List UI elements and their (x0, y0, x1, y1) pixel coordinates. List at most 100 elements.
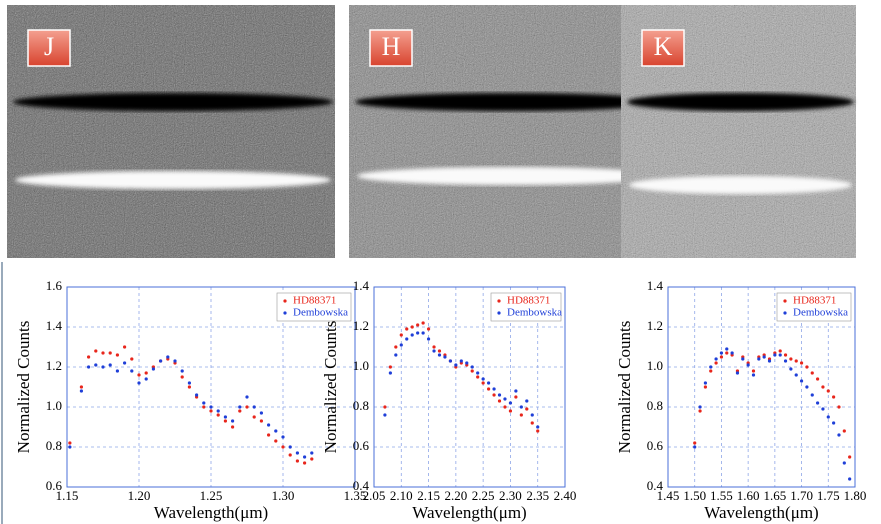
data-point (231, 419, 235, 423)
x-tick-label: 1.35 (344, 488, 367, 503)
x-tick-label: 2.25 (472, 488, 495, 503)
y-tick-label: 0.8 (46, 438, 62, 453)
y-tick-label: 0.4 (353, 478, 370, 493)
legend-label: HD88371 (293, 295, 336, 307)
data-point (166, 355, 170, 359)
negative-trace (355, 93, 665, 111)
data-point (295, 451, 299, 455)
data-point (87, 365, 91, 369)
data-point (252, 405, 256, 409)
band-label: J (44, 32, 54, 61)
data-point (832, 421, 836, 425)
data-point (144, 377, 148, 381)
data-point (783, 359, 788, 363)
legend-label: Dembowska (793, 307, 848, 319)
data-point (173, 359, 177, 363)
data-point (714, 361, 718, 365)
data-point (437, 349, 442, 353)
data-point (115, 369, 119, 373)
data-point (821, 407, 825, 411)
data-point (68, 441, 72, 445)
data-point (144, 371, 148, 375)
legend-marker (783, 299, 787, 303)
data-point (519, 405, 523, 409)
data-point (123, 361, 127, 365)
data-point (519, 413, 523, 417)
legend-label: HD88371 (507, 295, 550, 307)
x-tick-label: 1.50 (683, 488, 706, 503)
data-point (789, 357, 793, 361)
data-point (470, 365, 474, 369)
data-point (773, 353, 777, 357)
data-point (115, 353, 119, 357)
x-tick-label: 1.75 (817, 488, 840, 503)
data-point (799, 379, 804, 383)
data-point (476, 375, 480, 379)
data-point (514, 389, 518, 393)
legend-marker (783, 311, 787, 315)
data-point (767, 359, 772, 363)
x-tick-label: 1.25 (200, 488, 223, 503)
data-point (394, 353, 398, 357)
data-point (842, 461, 846, 465)
data-point (238, 405, 242, 409)
data-point (703, 385, 708, 389)
data-point (137, 373, 141, 377)
data-point (837, 405, 841, 409)
data-point (693, 441, 697, 445)
data-point (388, 365, 392, 369)
negative-trace (627, 93, 854, 111)
x-tick-label: 1.70 (790, 488, 813, 503)
positive-trace (15, 171, 331, 189)
y-axis-label: Normalized Counts (321, 321, 340, 454)
data-point (816, 401, 820, 405)
legend-marker (497, 311, 501, 315)
x-tick-label: 1.15 (56, 488, 79, 503)
data-point (180, 375, 184, 379)
data-point (416, 323, 420, 327)
data-point (746, 363, 750, 367)
data-point (778, 349, 782, 353)
data-point (274, 429, 278, 433)
y-tick-label: 0.6 (647, 438, 664, 453)
data-point (231, 425, 235, 429)
legend-box (490, 292, 562, 322)
y-tick-label: 1.0 (647, 358, 663, 373)
data-point (481, 377, 485, 381)
legend-label: Dembowska (507, 307, 562, 319)
data-point (195, 393, 199, 397)
data-point (821, 385, 825, 389)
band-label: K (654, 32, 673, 61)
data-point (223, 415, 227, 419)
band-label: H (382, 32, 401, 61)
data-point (492, 387, 496, 391)
data-point (288, 445, 292, 449)
plot-frame (66, 286, 356, 488)
data-point (68, 445, 72, 449)
data-point (783, 353, 788, 357)
data-point (778, 353, 782, 357)
data-point (108, 351, 112, 355)
y-tick-label: 1.4 (353, 278, 370, 293)
legend-box (776, 292, 852, 322)
data-point (383, 405, 387, 409)
x-tick-label: 1.30 (272, 488, 295, 503)
data-point (448, 359, 452, 363)
data-point (399, 333, 403, 337)
data-point (698, 409, 702, 413)
data-point (87, 355, 91, 359)
data-point (443, 355, 447, 359)
x-axis-label: Wavelength(μm) (412, 503, 526, 522)
band-label-box (369, 29, 413, 67)
y-tick-label: 1.2 (46, 358, 62, 373)
y-tick-label: 0.6 (46, 478, 63, 493)
data-point (751, 373, 756, 377)
y-tick-label: 0.8 (647, 398, 663, 413)
data-point (832, 395, 836, 399)
data-point (238, 409, 242, 413)
data-point (751, 369, 756, 373)
data-point (525, 407, 529, 411)
x-tick-label: 1.60 (737, 488, 760, 503)
data-point (94, 363, 98, 367)
x-tick-label: 2.05 (363, 488, 386, 503)
